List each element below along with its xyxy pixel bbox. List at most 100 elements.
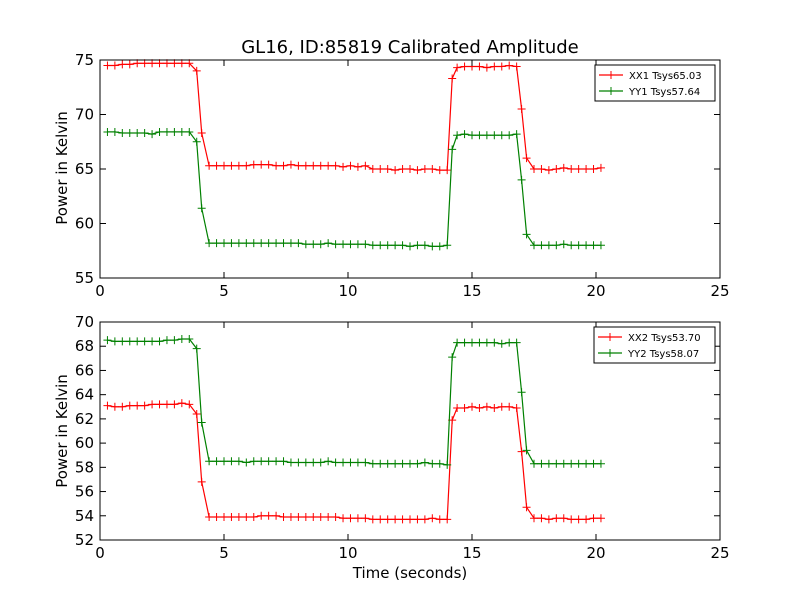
lower-x-tick-label: 5 (219, 544, 229, 562)
upper-series-2-point (331, 240, 340, 249)
upper-series-1-point (125, 60, 134, 69)
lower-series-2-point (133, 337, 142, 346)
upper-series-1-point (353, 162, 362, 171)
lower-series-1-point (552, 514, 561, 523)
lower-series-1-point (242, 512, 251, 521)
upper-series-2-point (490, 131, 499, 140)
upper-series-1-point (552, 165, 561, 173)
lower-series-1-point (331, 512, 340, 521)
lower-series-1-point (537, 514, 546, 523)
upper-series-2-point (309, 240, 318, 249)
lower-series-2-point (398, 459, 407, 468)
upper-series-2-point (110, 127, 119, 136)
upper-y-axis-label: Power in Kelvin (53, 111, 71, 225)
upper-series-2-point (125, 129, 134, 138)
lower-series-1-point (517, 447, 526, 456)
lower-series-2-point (316, 458, 325, 467)
lower-series-1-point (140, 401, 149, 410)
upper-series-2-point (140, 129, 149, 138)
lower-series-2-point (185, 334, 194, 343)
lower-series-1-point (177, 399, 186, 408)
upper-series-2-point (272, 239, 281, 248)
lower-series-2-point (212, 457, 221, 466)
lower-series-1-point (125, 401, 134, 410)
upper-series-2-point (460, 130, 469, 139)
lower-series-2-point (155, 337, 164, 346)
upper-series-1-point (133, 59, 142, 68)
upper-series-1-point (544, 166, 553, 175)
upper-series-1-point (148, 59, 157, 68)
upper-series-1-point (505, 61, 514, 70)
upper-series-1-point (497, 62, 506, 71)
upper-series-2-point (582, 241, 591, 250)
lower-series-2-point (406, 459, 414, 468)
upper-series-2-point (242, 239, 251, 248)
upper-series-2-point (212, 239, 221, 248)
lower-series-1-point (413, 515, 422, 524)
lower-series-2-point (468, 338, 476, 347)
lower-y-tick-label: 52 (75, 531, 94, 549)
upper-x-tick-label: 25 (710, 282, 729, 300)
lower-series-1-point (589, 514, 598, 523)
lower-series-1-point (257, 511, 266, 520)
upper-series-2-point (376, 241, 385, 250)
lower-series-2-point (413, 459, 422, 468)
upper-series-2-point (118, 129, 127, 138)
upper-series-1-point (475, 62, 484, 71)
upper-x-tick-label: 15 (462, 282, 481, 300)
lower-series-1-point (286, 512, 295, 521)
lower-series-2-point (324, 457, 333, 466)
upper-series-1-point (301, 161, 310, 170)
upper-series-2-point (234, 239, 243, 248)
upper-series-2-point (294, 239, 303, 248)
upper-series-1-point (212, 161, 221, 170)
lower-series-2-point (272, 457, 281, 466)
upper-series-1-point (443, 166, 452, 175)
upper-series-1-point (170, 59, 179, 68)
lower-series-2-point (148, 337, 157, 346)
upper-series-1-point (453, 63, 462, 72)
upper-series-1-point (559, 163, 568, 172)
lower-series-2-point (391, 459, 400, 468)
upper-series-2-point (448, 145, 457, 154)
upper-series-1-point (383, 165, 392, 173)
upper-series-2-point (468, 131, 476, 140)
lower-series-1-point (505, 402, 514, 411)
lower-y-tick-label: 62 (75, 410, 94, 428)
upper-series-2-point (205, 239, 214, 248)
upper-series-2-point (249, 239, 258, 248)
upper-series-1-point (249, 160, 258, 169)
lower-series-2-point (460, 338, 469, 347)
upper-series-2-point (567, 241, 576, 250)
lower-y-axis-label: Power in Kelvin (53, 374, 71, 488)
lower-series-2-point (339, 458, 348, 467)
lower-legend-label: XX2 Tsys53.70 (628, 333, 701, 344)
upper-series-1-point (589, 165, 598, 173)
upper-series-2-point (497, 131, 506, 140)
upper-series-1-point (316, 161, 325, 170)
lower-series-2-point (353, 458, 362, 467)
lower-series-1-point (368, 515, 377, 524)
lower-series-2-point (125, 337, 134, 346)
lower-legend: XX2 Tsys53.70 YY2 Tsys58.07 (593, 326, 716, 364)
upper-series-2-point (530, 241, 538, 250)
upper-series-2-point (286, 239, 295, 248)
lower-series-2-point (428, 459, 437, 468)
lower-series-2-point (537, 459, 546, 468)
lower-y-tick-label: 56 (75, 483, 94, 501)
upper-x-tick-label: 5 (219, 282, 229, 300)
upper-legend-marker (607, 87, 615, 95)
lower-series-1-point (512, 403, 521, 412)
upper-series-2-point (482, 131, 491, 140)
upper-series-2-point (383, 241, 392, 250)
lower-x-tick-label: 25 (710, 544, 729, 562)
upper-series-2-point (185, 127, 194, 136)
lower-series-1-point (301, 512, 310, 521)
upper-series-1-point (582, 165, 591, 173)
lower-series-2-point (220, 457, 228, 466)
upper-series-2-point (517, 175, 526, 184)
lower-series-1-point (443, 515, 452, 524)
lower-series-1-point (110, 402, 119, 411)
lower-series-2-point (443, 460, 452, 469)
upper-series-1-point (185, 59, 194, 68)
